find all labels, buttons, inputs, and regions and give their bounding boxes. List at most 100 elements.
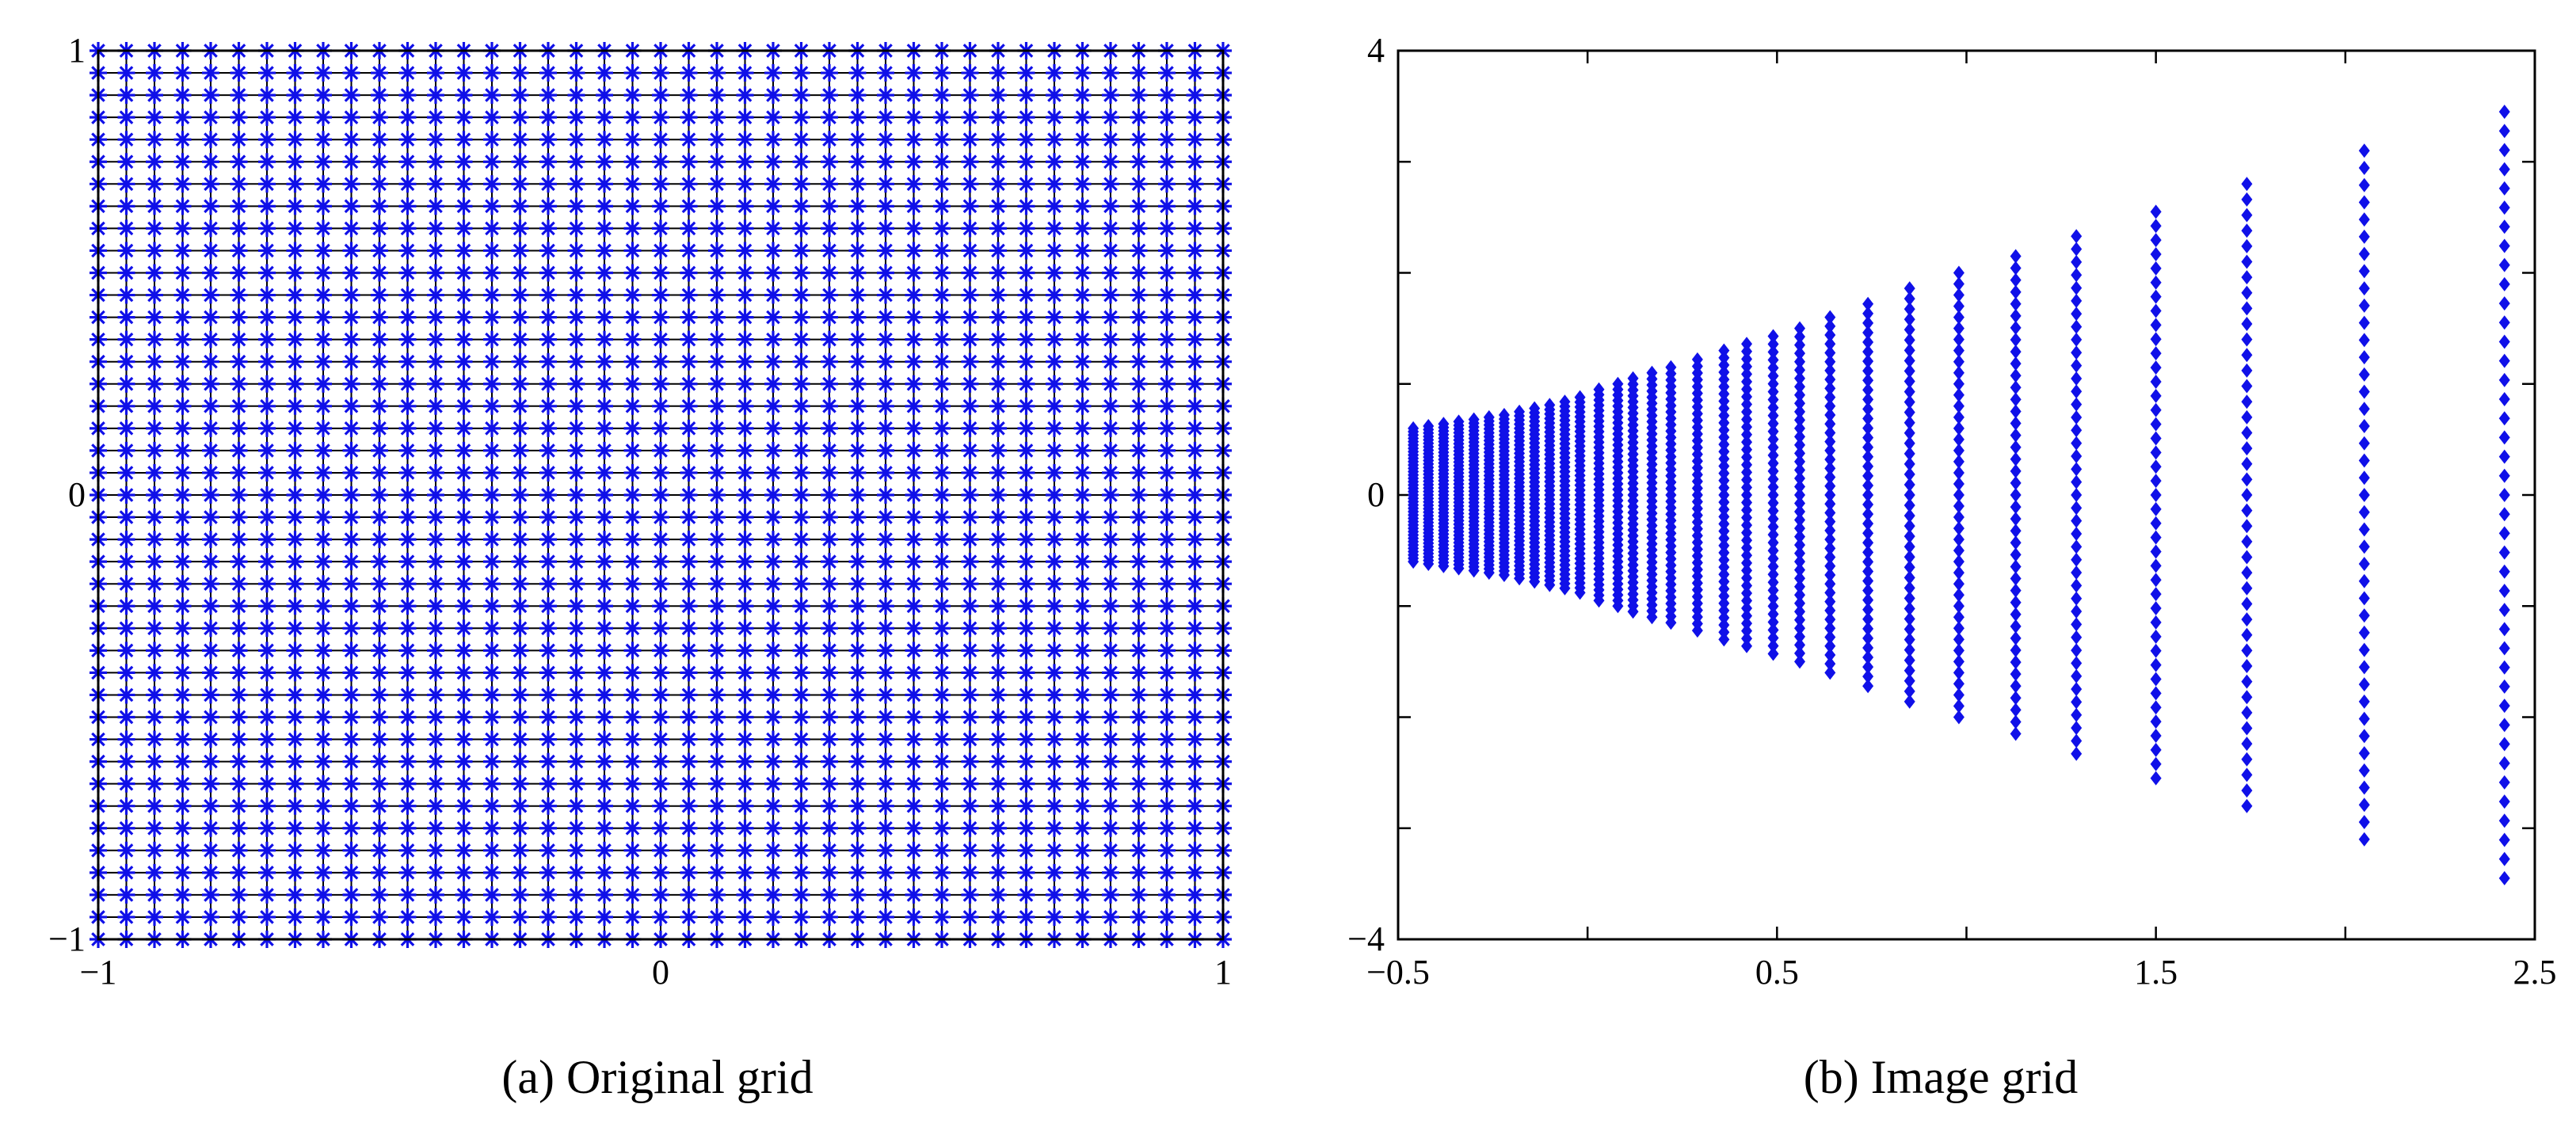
grid-point-asterisk — [117, 797, 135, 815]
grid-point-asterisk — [933, 730, 951, 748]
image-point-diamond — [2498, 526, 2510, 541]
image-point-diamond — [1794, 571, 1806, 586]
grid-point-asterisk — [792, 642, 810, 660]
grid-point-asterisk — [539, 352, 557, 371]
grid-point-asterisk — [792, 419, 810, 437]
grid-point-asterisk — [848, 153, 867, 171]
image-point-diamond — [2241, 705, 2253, 720]
grid-point-asterisk — [314, 730, 332, 748]
grid-point-asterisk — [905, 441, 923, 459]
grid-point-asterisk — [146, 575, 163, 593]
grid-point-asterisk — [567, 664, 585, 682]
image-point-diamond — [1767, 646, 1779, 661]
grid-point-asterisk — [905, 708, 923, 726]
grid-point-asterisk — [146, 330, 163, 348]
grid-point-asterisk — [764, 286, 782, 304]
grid-point-asterisk — [652, 463, 669, 482]
grid-point-asterisk — [623, 819, 642, 837]
grid-point-asterisk — [877, 463, 894, 482]
grid-point-asterisk — [821, 531, 838, 549]
image-point-diamond — [2150, 346, 2162, 361]
image-point-diamond — [1794, 529, 1806, 544]
grid-point-asterisk — [764, 264, 782, 282]
image-point-diamond — [1824, 461, 1836, 476]
grid-point-asterisk — [455, 131, 473, 149]
image-point-diamond — [1718, 350, 1730, 365]
grid-point-asterisk — [989, 352, 1007, 371]
grid-point-asterisk — [511, 597, 529, 615]
image-point-diamond — [1794, 337, 1806, 352]
grid-point-asterisk — [1102, 197, 1119, 215]
image-point-diamond — [2071, 229, 2083, 244]
grid-point-asterisk — [117, 730, 135, 748]
grid-point-asterisk — [792, 264, 810, 282]
grid-point-asterisk — [877, 330, 894, 348]
image-point-diamond — [1903, 539, 1915, 554]
grid-point-asterisk — [1017, 597, 1035, 615]
image-point-diamond — [1741, 480, 1753, 495]
grid-point-asterisk — [764, 686, 782, 704]
grid-point-asterisk — [258, 64, 276, 82]
grid-point-asterisk — [1186, 375, 1204, 393]
image-point-diamond — [2498, 507, 2510, 522]
grid-point-asterisk — [736, 508, 754, 527]
grid-point-asterisk — [848, 352, 867, 371]
grid-point-asterisk — [1102, 841, 1119, 859]
grid-point-asterisk — [342, 752, 360, 771]
image-point-diamond — [1718, 408, 1730, 423]
grid-point-asterisk — [877, 553, 894, 571]
image-point-diamond — [2071, 345, 2083, 360]
grid-point-asterisk — [905, 64, 923, 82]
grid-point-asterisk — [398, 752, 417, 771]
grid-point-asterisk — [1017, 242, 1035, 260]
grid-point-asterisk — [596, 463, 613, 482]
image-point-diamond — [2358, 453, 2370, 468]
grid-point-asterisk — [877, 153, 894, 171]
grid-point-asterisk — [1017, 642, 1035, 660]
grid-point-asterisk — [736, 885, 754, 904]
image-point-diamond — [1718, 610, 1730, 625]
grid-point-asterisk — [398, 885, 417, 904]
image-point-diamond — [2498, 162, 2510, 177]
grid-point-asterisk — [230, 841, 248, 859]
image-point-diamond — [2010, 308, 2022, 323]
grid-point-asterisk — [427, 197, 444, 215]
grid-point-asterisk — [680, 597, 698, 615]
grid-point-asterisk — [596, 775, 613, 793]
grid-point-asterisk — [427, 419, 444, 437]
grid-point-asterisk — [398, 441, 417, 459]
grid-point-asterisk — [1046, 575, 1063, 593]
grid-point-asterisk — [146, 197, 163, 215]
grid-point-asterisk — [173, 219, 192, 238]
grid-point-asterisk — [989, 797, 1007, 815]
grid-point-asterisk — [539, 197, 557, 215]
grid-point-asterisk — [764, 131, 782, 149]
grid-point-asterisk — [398, 619, 417, 638]
grid-point-asterisk — [483, 352, 501, 371]
grid-point-asterisk — [483, 242, 501, 260]
grid-point-asterisk — [539, 375, 557, 393]
grid-point-asterisk — [736, 553, 754, 571]
image-point-diamond — [2071, 501, 2083, 516]
image-point-diamond — [1953, 532, 1964, 547]
grid-point-asterisk — [933, 352, 951, 371]
grid-point-asterisk — [314, 531, 332, 549]
image-point-diamond — [1903, 642, 1915, 657]
image-point-diamond — [2241, 425, 2253, 440]
y-tick-label: −1 — [48, 919, 86, 958]
grid-point-asterisk — [652, 397, 669, 415]
grid-point-asterisk — [539, 441, 557, 459]
grid-point-asterisk — [596, 153, 613, 171]
grid-point-asterisk — [146, 885, 163, 904]
image-point-diamond — [2010, 547, 2022, 562]
image-point-diamond — [1767, 384, 1779, 399]
grid-point-asterisk — [989, 463, 1007, 482]
grid-point-asterisk — [933, 375, 951, 393]
grid-point-asterisk — [736, 419, 754, 437]
grid-point-asterisk — [989, 197, 1007, 215]
grid-point-asterisk — [877, 797, 894, 815]
grid-point-asterisk — [764, 219, 782, 238]
grid-point-asterisk — [1073, 308, 1092, 326]
grid-point-asterisk — [764, 308, 782, 326]
grid-point-asterisk — [1102, 131, 1119, 149]
